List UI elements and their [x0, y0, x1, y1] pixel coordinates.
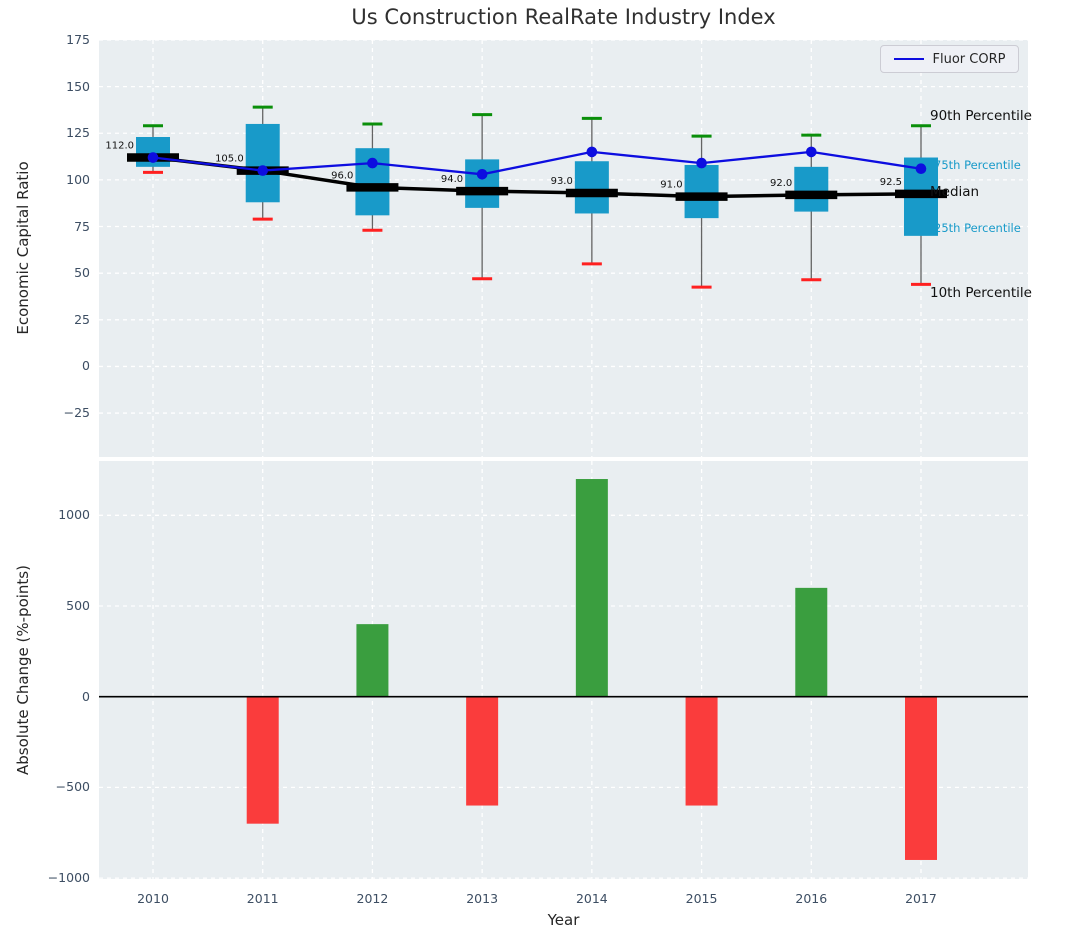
bottom-y-tick-label: −1000: [47, 870, 90, 886]
company-line: [152, 150, 922, 176]
percentile-annotation: 10th Percentile: [930, 285, 1032, 301]
change-bar: [685, 696, 718, 806]
top-y-tick-label: 100: [66, 171, 90, 187]
bar-canvas: [99, 461, 1028, 879]
top-y-tick-label: 50: [74, 265, 90, 281]
bottom-y-tick-label: −500: [55, 779, 90, 795]
company-marker: [147, 152, 159, 163]
median-value-label: 93.0: [551, 176, 573, 187]
company-marker: [696, 157, 707, 169]
change-bar: [246, 696, 279, 824]
company-marker: [257, 165, 269, 176]
median-value-label: 112.0: [105, 141, 134, 152]
percentile-annotation: 25th Percentile: [934, 221, 1021, 235]
company-marker: [367, 157, 378, 169]
x-tick-label: 2010: [137, 891, 169, 906]
boxplot-canvas: 112.0 105.0 96.0 94.0 93.0 91.0 92.0 92.5: [99, 40, 1028, 457]
company-marker: [805, 146, 817, 158]
change-bar: [356, 624, 389, 697]
top-y-tick-label: 0: [82, 358, 90, 374]
change-bar: [466, 696, 499, 806]
x-tick-label: 2012: [356, 891, 389, 906]
top-y-tick-label: 25: [74, 311, 90, 327]
chart-title: Us Construction RealRate Industry Index: [351, 5, 776, 29]
x-axis-label: Year: [547, 911, 580, 929]
iqr-box: [574, 161, 609, 214]
company-marker: [586, 146, 598, 158]
x-tick-label: 2014: [575, 891, 608, 906]
bottom-y-axis-label: Absolute Change (%-points): [14, 565, 32, 775]
median-value-label: 105.0: [215, 154, 244, 165]
top-axes-boxplot: 112.0 105.0 96.0 94.0 93.0 91.0 92.0 92.5: [99, 40, 1028, 457]
top-y-tick-label: 175: [66, 32, 90, 47]
bottom-y-tick-label: 0: [82, 688, 90, 704]
percentile-annotation: 90th Percentile: [930, 108, 1032, 124]
legend-label: Fluor CORP: [932, 51, 1006, 67]
company-marker: [915, 163, 927, 175]
median-value-label: 92.0: [770, 178, 792, 189]
x-tick-label: 2013: [466, 891, 499, 906]
iqr-box: [245, 123, 280, 203]
change-bar: [795, 587, 828, 697]
top-y-tick-label: 75: [74, 218, 90, 234]
top-y-tick-label: 150: [66, 78, 90, 94]
top-y-tick-label: 125: [66, 125, 90, 141]
median-value-label: 92.5: [880, 177, 902, 188]
x-tick-label: 2017: [905, 891, 937, 906]
x-tick-label: 2016: [795, 891, 828, 906]
top-y-tick-label: −25: [63, 405, 90, 421]
median-value-label: 94.0: [441, 174, 463, 185]
iqr-box: [465, 159, 500, 208]
legend: Fluor CORP: [880, 45, 1019, 73]
change-bar: [904, 696, 937, 860]
iqr-box: [684, 164, 719, 219]
percentile-annotation: 75th Percentile: [934, 158, 1021, 172]
line-sample-icon: [893, 58, 924, 60]
bottom-axes-bars: [99, 461, 1028, 879]
median-value-label: 91.0: [660, 180, 682, 191]
percentile-annotation: Median: [930, 184, 980, 200]
change-bar: [575, 479, 608, 697]
iqr-box: [794, 166, 829, 212]
x-tick-label: 2015: [685, 891, 718, 906]
median-value-label: 96.0: [331, 170, 353, 181]
x-tick-label: 2011: [246, 891, 279, 906]
company-marker: [476, 169, 488, 180]
bottom-y-tick-label: 1000: [58, 507, 90, 523]
bottom-y-tick-label: 500: [66, 598, 90, 613]
